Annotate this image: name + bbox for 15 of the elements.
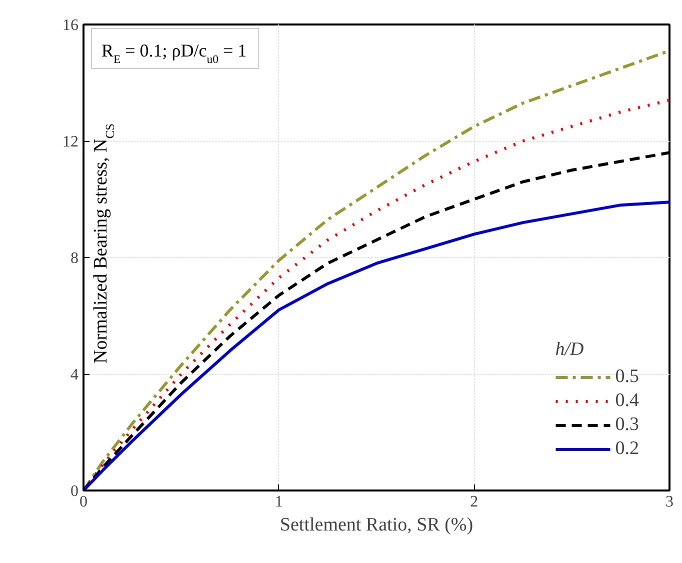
y-tick-label: 0	[70, 483, 78, 500]
legend-label: 0.4	[615, 390, 639, 412]
y-tick-label: 12	[62, 134, 78, 150]
x-axis-title: Settlement Ratio, SR (%)	[280, 514, 474, 536]
legend-label: 0.5	[615, 366, 639, 388]
y-tick-label: 4	[70, 366, 78, 384]
y-tick-label: 8	[70, 250, 78, 267]
x-tick-label: 1	[274, 494, 283, 510]
legend-title: h/D	[555, 339, 585, 361]
x-tick-label: 3	[666, 494, 674, 510]
y-tick-label: 16	[62, 17, 78, 34]
x-tick-label: 2	[470, 494, 478, 510]
legend-label: 0.2	[615, 438, 639, 460]
legend-label: 0.3	[615, 414, 639, 436]
y-axis-title: Normalized Bearing stress, NCS	[90, 123, 118, 364]
